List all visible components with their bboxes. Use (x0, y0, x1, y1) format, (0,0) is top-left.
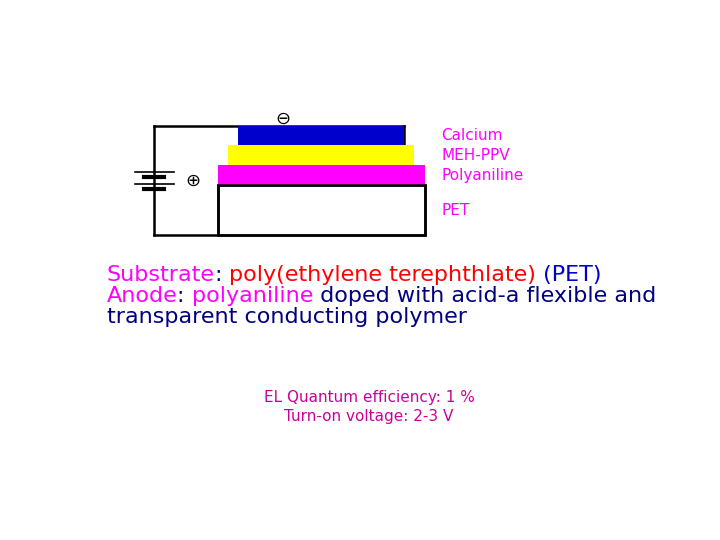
Text: MEH-PPV: MEH-PPV (441, 148, 510, 163)
Bar (218, 185, 425, 235)
Bar (228, 145, 414, 165)
Text: Polyaniline: Polyaniline (441, 168, 523, 183)
Text: polyaniline: polyaniline (192, 286, 313, 306)
Text: :: : (178, 286, 192, 306)
Text: :: : (215, 265, 230, 285)
Text: ⊖: ⊖ (275, 110, 290, 128)
Text: Turn-on voltage: 2-3 V: Turn-on voltage: 2-3 V (284, 409, 454, 424)
Text: doped with acid-a flexible and: doped with acid-a flexible and (313, 286, 657, 306)
Text: (PET): (PET) (536, 265, 602, 285)
Text: transparent conducting polymer: transparent conducting polymer (107, 307, 467, 327)
Bar (218, 165, 425, 185)
Text: poly(ethylene terephthlate): poly(ethylene terephthlate) (230, 265, 536, 285)
Bar (218, 185, 425, 235)
Text: EL Quantum efficiency: 1 %: EL Quantum efficiency: 1 % (264, 390, 474, 405)
Text: Substrate: Substrate (107, 265, 215, 285)
Text: PET: PET (441, 203, 469, 218)
Text: Anode: Anode (107, 286, 178, 306)
Text: Calcium: Calcium (441, 128, 503, 143)
Bar (238, 125, 404, 145)
Text: ⊕: ⊕ (186, 172, 201, 190)
